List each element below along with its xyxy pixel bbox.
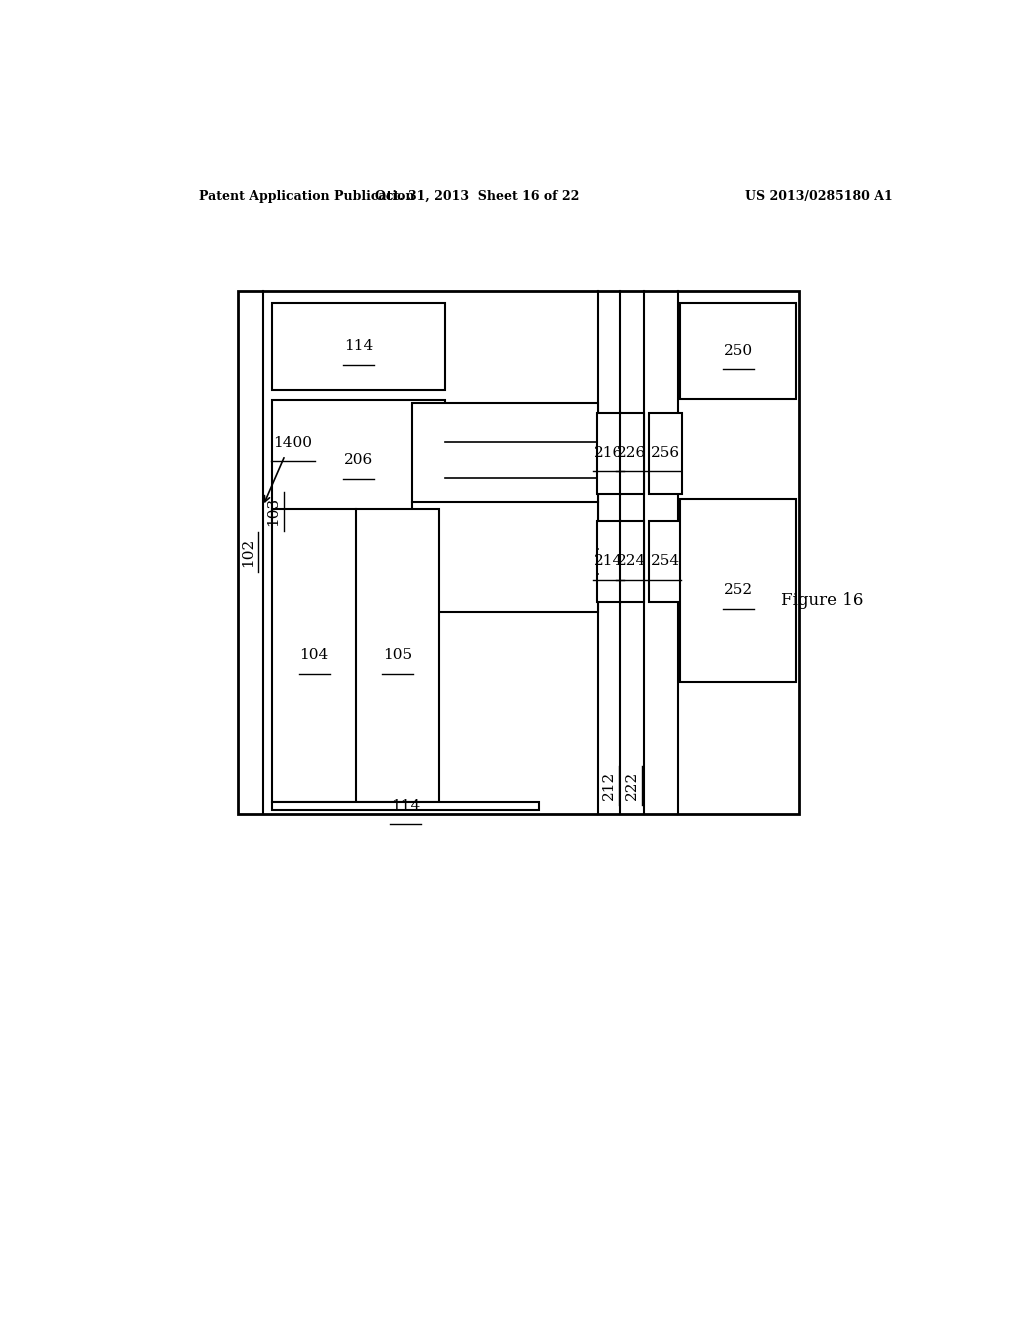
Bar <box>680 302 797 399</box>
Bar <box>597 413 621 494</box>
Bar <box>272 400 445 520</box>
Bar <box>272 510 439 801</box>
Text: 114: 114 <box>391 799 421 813</box>
Text: 252: 252 <box>724 583 753 598</box>
Text: 1400: 1400 <box>273 436 312 450</box>
Text: 216: 216 <box>594 446 624 461</box>
Text: 226: 226 <box>617 446 646 461</box>
Text: Figure 16: Figure 16 <box>781 593 863 609</box>
Bar <box>620 413 644 494</box>
Text: 214: 214 <box>594 554 624 569</box>
Bar <box>272 302 445 391</box>
Text: 105: 105 <box>383 648 412 663</box>
Bar <box>272 801 539 810</box>
Bar <box>648 521 682 602</box>
Text: Patent Application Publication: Patent Application Publication <box>200 190 415 202</box>
Text: 206: 206 <box>344 453 374 467</box>
Text: US 2013/0285180 A1: US 2013/0285180 A1 <box>744 190 892 202</box>
Bar <box>597 521 621 602</box>
Text: 102: 102 <box>241 537 255 566</box>
Text: 212: 212 <box>602 771 615 800</box>
Text: 254: 254 <box>650 554 680 569</box>
Bar <box>620 521 644 602</box>
Text: 104: 104 <box>299 648 329 663</box>
Bar <box>648 413 682 494</box>
Text: 103: 103 <box>266 498 281 527</box>
Bar <box>680 499 797 682</box>
Text: 256: 256 <box>650 446 680 461</box>
Text: 224: 224 <box>617 554 646 569</box>
Text: 114: 114 <box>344 339 374 354</box>
Text: 222: 222 <box>625 771 639 800</box>
Bar <box>412 404 598 611</box>
Bar <box>238 290 799 814</box>
Text: 250: 250 <box>724 345 753 358</box>
Text: Oct. 31, 2013  Sheet 16 of 22: Oct. 31, 2013 Sheet 16 of 22 <box>375 190 580 202</box>
